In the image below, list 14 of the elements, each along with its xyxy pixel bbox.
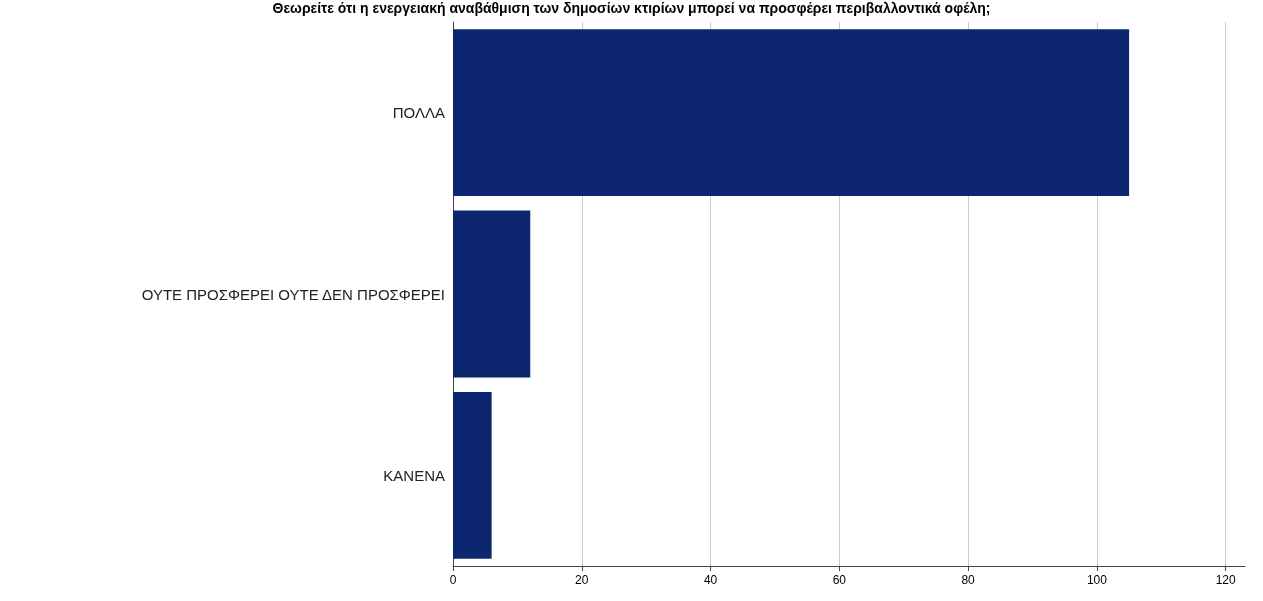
y-tick-label: ΚΑΝΕΝΑ xyxy=(383,466,445,484)
x-tick-label: 100 xyxy=(1086,573,1108,587)
bar xyxy=(453,391,492,559)
x-tick-label: 40 xyxy=(703,573,718,587)
bar xyxy=(453,29,1130,197)
x-tick-label: 0 xyxy=(449,573,457,587)
x-tick-label: 120 xyxy=(1215,573,1237,587)
chart-title: Θεωρείτε ότι η ενεργειακή αναβάθμιση των δημοσίων κτιρίων μπορεί να προσφέρει περιβαλλοντικά οφέλη; xyxy=(272,0,991,16)
y-tick-label: ΟΥΤΕ ΠΡΟΣΦΕΡΕΙ ΟΥΤΕ ΔΕΝ ΠΡΟΣΦΕΡΕΙ xyxy=(141,285,445,303)
bar xyxy=(453,210,531,378)
x-tick-label: 80 xyxy=(961,573,976,587)
x-tick-label: 60 xyxy=(832,573,847,587)
y-tick-label: ΠΟΛΛΑ xyxy=(392,104,445,122)
x-tick-label: 20 xyxy=(575,573,589,587)
